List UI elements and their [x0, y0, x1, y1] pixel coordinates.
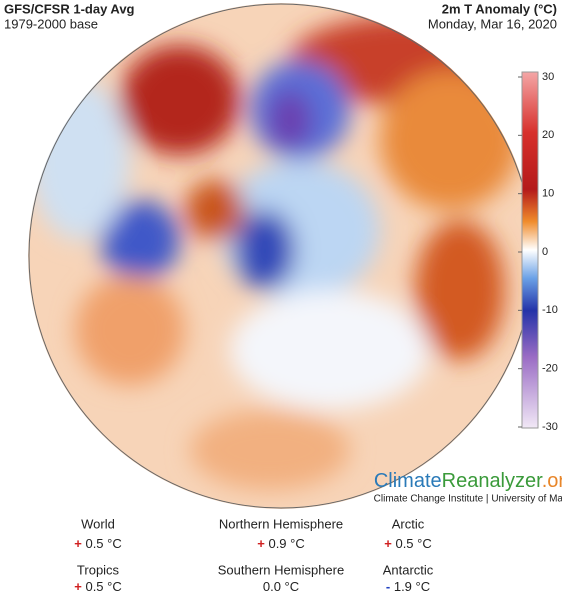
stat-sign: +: [257, 536, 265, 551]
stat-value: + 0.9 °C: [257, 536, 305, 551]
stat-sign: +: [74, 536, 82, 551]
stat-label: Arctic: [392, 516, 425, 531]
stat-number: 1.9 °C: [394, 579, 430, 594]
stat-number: 0.5 °C: [85, 536, 121, 551]
colorbar-tick-label: 20: [542, 129, 554, 141]
stat-value: + 0.5 °C: [384, 536, 432, 551]
stat-sign: +: [74, 579, 82, 594]
colorbar: [521, 71, 539, 429]
colorbar-tick-label: 0: [542, 246, 548, 258]
stat-number: 0.5 °C: [395, 536, 431, 551]
subtitle: 1979-2000 base: [4, 16, 98, 31]
colorbar-tick-label: -20: [542, 363, 558, 375]
brand-part: Reanalyzer: [442, 470, 544, 492]
colorbar-tick-label: -10: [542, 304, 558, 316]
colorbar-tick-label: 30: [542, 71, 554, 83]
brand: ClimateReanalyzer.org: [374, 470, 562, 492]
stat-value: + 0.5 °C: [74, 579, 122, 594]
stat-label: World: [81, 516, 115, 531]
stat-number: 0.5 °C: [85, 579, 121, 594]
stat-label: Antarctic: [383, 562, 434, 577]
stat-value: - 1.9 °C: [386, 579, 430, 594]
colorbar-tick-label: 10: [542, 188, 554, 200]
stat-sign: +: [384, 536, 392, 551]
title: GFS/CFSR 1-day Avg: [4, 1, 135, 16]
stat-value: + 0.5 °C: [74, 536, 122, 551]
brand-part: .org: [542, 470, 562, 492]
stat-label: Tropics: [77, 562, 120, 577]
stat-sign: -: [386, 579, 390, 594]
stat-label: Northern Hemisphere: [219, 516, 343, 531]
stat-label: Southern Hemisphere: [218, 562, 344, 577]
credit: Climate Change Institute | University of…: [374, 494, 562, 505]
stat-number: 0.0 °C: [263, 579, 299, 594]
colorbar-tick-label: -30: [542, 421, 558, 433]
stat-value: 0.0 °C: [263, 579, 299, 594]
stat-number: 0.9 °C: [268, 536, 304, 551]
globe: [28, 3, 534, 509]
date: Monday, Mar 16, 2020: [428, 16, 557, 31]
variable: 2m T Anomaly (°C): [442, 1, 557, 16]
brand-part: Climate: [374, 470, 442, 492]
